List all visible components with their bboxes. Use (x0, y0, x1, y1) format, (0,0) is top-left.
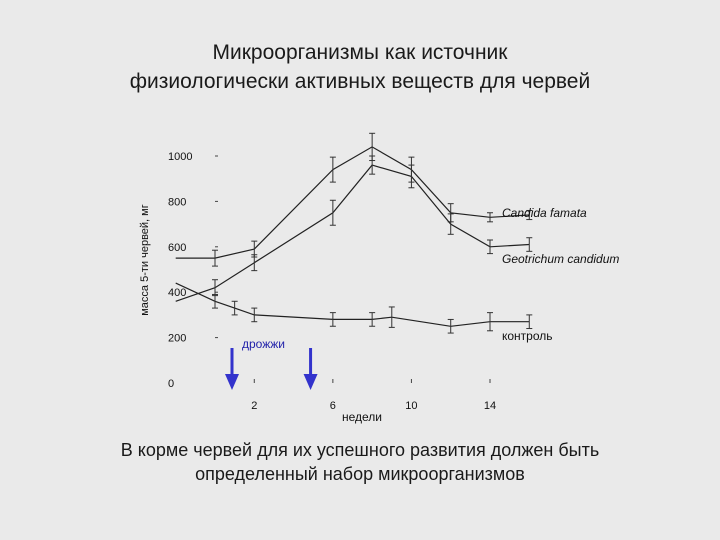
error-bar (329, 312, 336, 327)
feed-arrow (225, 348, 239, 390)
error-bar (447, 318, 454, 334)
slide-title-line2: физиологически активных веществ для черв… (129, 70, 591, 93)
y-tick-label: 600 (168, 242, 186, 254)
series-label: Geotrichum candidum (502, 252, 619, 266)
feed-arrow (303, 348, 318, 390)
series-line (175, 146, 530, 259)
error-bar (251, 254, 258, 272)
x-tick-label: 10 (405, 400, 417, 412)
slide-caption: В корме червей для их успешного развития… (0, 438, 720, 486)
series-line (175, 164, 530, 302)
error-bar (526, 237, 533, 252)
series-label: Candida famata (502, 206, 587, 220)
series-line (175, 282, 530, 327)
slide-title-line1: Микроорганизмы как источник (212, 41, 508, 64)
error-bar (212, 293, 218, 309)
error-bar (212, 279, 218, 297)
error-bar (526, 209, 533, 221)
series-label: контроль (502, 329, 553, 343)
error-bar (526, 314, 533, 330)
slide-title: Микроорганизмы как источник физиологичес… (0, 38, 720, 96)
error-bar (212, 249, 218, 267)
error-bar (447, 213, 454, 235)
error-bar (487, 212, 493, 223)
x-tick-label: 14 (484, 400, 496, 412)
x-tick-label: 2 (251, 400, 257, 412)
error-bar (369, 312, 376, 327)
error-bar (487, 239, 493, 255)
y-axis-label: масса 5-ти червей, мг (139, 204, 151, 316)
chart-axes: 0 200 400 600 800 1000 2 6 10 14 недели масса 5-ти … (139, 151, 496, 424)
y-tick-label: 400 (168, 287, 186, 299)
slide-caption-line1: В корме червей для их успешного развития… (120, 440, 600, 460)
y-tick-label: 1000 (168, 151, 192, 163)
error-bar (369, 155, 376, 175)
y-tick-label: 200 (168, 333, 186, 345)
slide-caption-line2: определенный набор микроорганизмов (195, 464, 525, 484)
error-bar (487, 312, 493, 332)
feed-arrow-head (225, 374, 239, 390)
error-bar (329, 199, 336, 226)
chart-series (175, 132, 533, 334)
x-tick-label: 6 (330, 400, 336, 412)
error-bar (408, 164, 415, 189)
annotation-label: дрожжи (242, 337, 285, 351)
y-tick-label: 800 (168, 196, 186, 208)
error-bar (388, 306, 395, 328)
x-axis-label: недели (342, 410, 382, 424)
error-bar (251, 307, 258, 323)
error-bar (329, 156, 336, 183)
error-bar (231, 300, 238, 316)
feed-arrow-head (303, 374, 318, 390)
chart-labels: Candida famata Geotrichum candidum контрол… (225, 206, 619, 390)
y-tick-label: 0 (168, 378, 174, 390)
